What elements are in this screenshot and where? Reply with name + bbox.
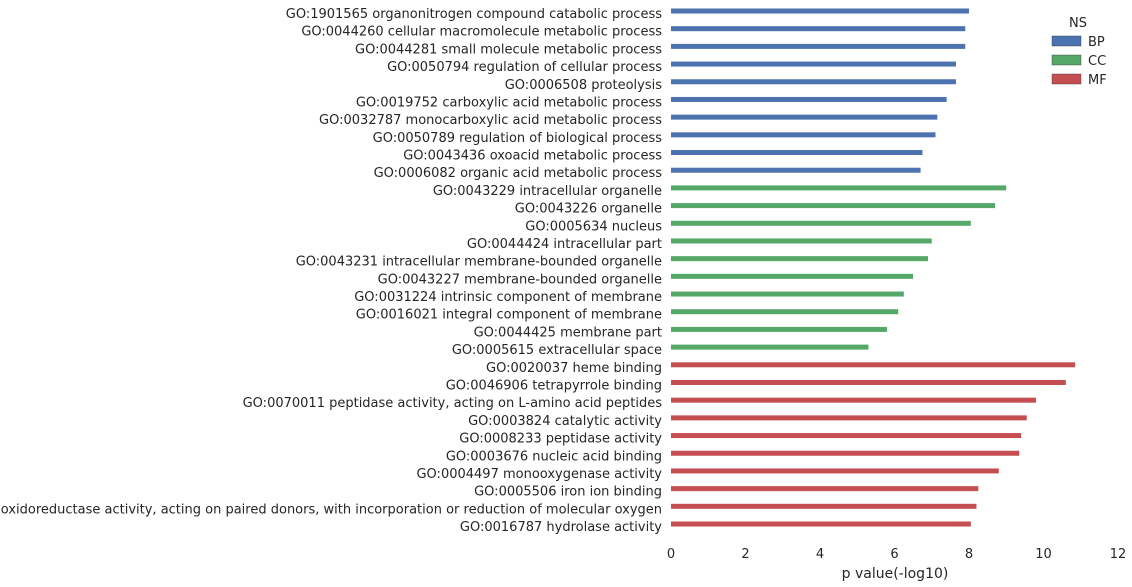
bar-bp bbox=[671, 114, 938, 120]
bar-mf bbox=[671, 450, 1020, 456]
bar-bp bbox=[671, 61, 956, 67]
category-labels: GO:1901565 organonitrogen compound catab… bbox=[0, 7, 662, 535]
bar-mf bbox=[671, 521, 971, 527]
category-label: GO:0044281 small molecule metabolic proc… bbox=[355, 42, 662, 57]
x-tick-label: 8 bbox=[965, 547, 973, 562]
bar-cc bbox=[671, 291, 904, 297]
bar-cc bbox=[671, 238, 932, 244]
category-label: GO:0016787 hydrolase activity bbox=[460, 520, 662, 535]
category-label: GO:0005615 extracellular space bbox=[452, 343, 662, 358]
bar-mf bbox=[671, 362, 1076, 368]
bar-cc bbox=[671, 273, 914, 279]
bar-bp bbox=[671, 132, 936, 138]
category-label: GO:0044425 membrane part bbox=[474, 325, 662, 340]
legend-label-mf: MF bbox=[1088, 73, 1107, 88]
category-label: GO:0008233 peptidase activity bbox=[459, 432, 662, 447]
category-label: GO:1901565 organonitrogen compound catab… bbox=[286, 7, 662, 22]
legend-swatch-cc bbox=[1051, 54, 1082, 66]
x-tick-labels: 0 2 4 6 8 10 12 bbox=[667, 547, 1126, 562]
legend-label-bp: BP bbox=[1088, 35, 1105, 50]
bar-mf bbox=[671, 433, 1022, 439]
bar-mf bbox=[671, 415, 1027, 421]
legend: NS BP CC MF bbox=[1051, 16, 1107, 88]
x-tick-label: 12 bbox=[1110, 547, 1127, 562]
bar-cc bbox=[671, 256, 929, 262]
bar-cc bbox=[671, 185, 1007, 191]
category-label: GO:0006082 organic acid metabolic proces… bbox=[374, 166, 663, 181]
bar-mf bbox=[671, 397, 1037, 403]
category-label: GO:0019752 carboxylic acid metabolic pro… bbox=[356, 95, 662, 110]
category-label: GO:0032787 monocarboxylic acid metabolic… bbox=[319, 113, 662, 128]
category-label: GO:0044424 intracellular part bbox=[467, 237, 662, 252]
bar-bp bbox=[671, 43, 966, 49]
x-tick-label: 0 bbox=[667, 547, 675, 562]
category-label: GO:0031224 intrinsic component of membra… bbox=[354, 290, 662, 305]
legend-label-cc: CC bbox=[1088, 54, 1106, 69]
category-label: GO:0006508 proteolysis bbox=[505, 78, 662, 93]
category-label: GO:0003824 catalytic activity bbox=[468, 414, 662, 429]
bar-bp bbox=[671, 150, 923, 156]
category-label: GO:0050789 regulation of biological proc… bbox=[373, 131, 663, 146]
x-tick-label: 2 bbox=[741, 547, 749, 562]
category-label: GO:0005634 nucleus bbox=[525, 219, 662, 234]
bar-mf bbox=[671, 503, 977, 509]
legend-swatch-mf bbox=[1051, 73, 1082, 85]
legend-title: NS bbox=[1069, 16, 1087, 31]
bar-bp bbox=[671, 8, 969, 14]
bar-bp bbox=[671, 167, 921, 173]
bar-cc bbox=[671, 309, 899, 315]
category-label: GO:0016705 oxidoreductase activity, acti… bbox=[0, 502, 662, 517]
legend-swatch-bp bbox=[1051, 35, 1082, 47]
bar-mf bbox=[671, 486, 979, 492]
category-label: GO:0050794 regulation of cellular proces… bbox=[387, 60, 662, 75]
category-label: GO:0004497 monooxygenase activity bbox=[416, 467, 662, 482]
bar-cc bbox=[671, 203, 996, 209]
category-label: GO:0070011 peptidase activity, acting on… bbox=[243, 396, 663, 411]
category-label: GO:0046906 tetrapyrrole binding bbox=[446, 378, 662, 393]
category-label: GO:0043227 membrane-bounded organelle bbox=[378, 272, 662, 287]
x-tick-label: 10 bbox=[1035, 547, 1052, 562]
bar-cc bbox=[671, 220, 971, 226]
category-label: GO:0003676 nucleic acid binding bbox=[446, 449, 662, 464]
category-label: GO:0043229 intracellular organelle bbox=[433, 184, 662, 199]
bar-mf bbox=[671, 468, 999, 474]
category-label: GO:0043231 intracellular membrane-bounde… bbox=[296, 255, 662, 270]
category-label: GO:0043226 organelle bbox=[515, 202, 662, 217]
bar-cc bbox=[671, 326, 888, 332]
category-label: GO:0020037 heme binding bbox=[486, 361, 662, 376]
category-label: GO:0044260 cellular macromolecule metabo… bbox=[301, 25, 662, 40]
x-axis-label: p value(-log10) bbox=[842, 566, 949, 582]
category-label: GO:0005506 iron ion binding bbox=[474, 485, 662, 500]
x-tick-label: 4 bbox=[816, 547, 824, 562]
bar-bp bbox=[671, 79, 956, 85]
bar-cc bbox=[671, 344, 869, 350]
x-tick-label: 6 bbox=[890, 547, 898, 562]
bar-bp bbox=[671, 26, 966, 32]
category-label: GO:0043436 oxoacid metabolic process bbox=[403, 149, 662, 164]
bar-bp bbox=[671, 96, 947, 102]
category-label: GO:0016021 integral component of membran… bbox=[356, 308, 662, 323]
bars-group bbox=[671, 8, 1076, 527]
bar-mf bbox=[671, 379, 1066, 385]
